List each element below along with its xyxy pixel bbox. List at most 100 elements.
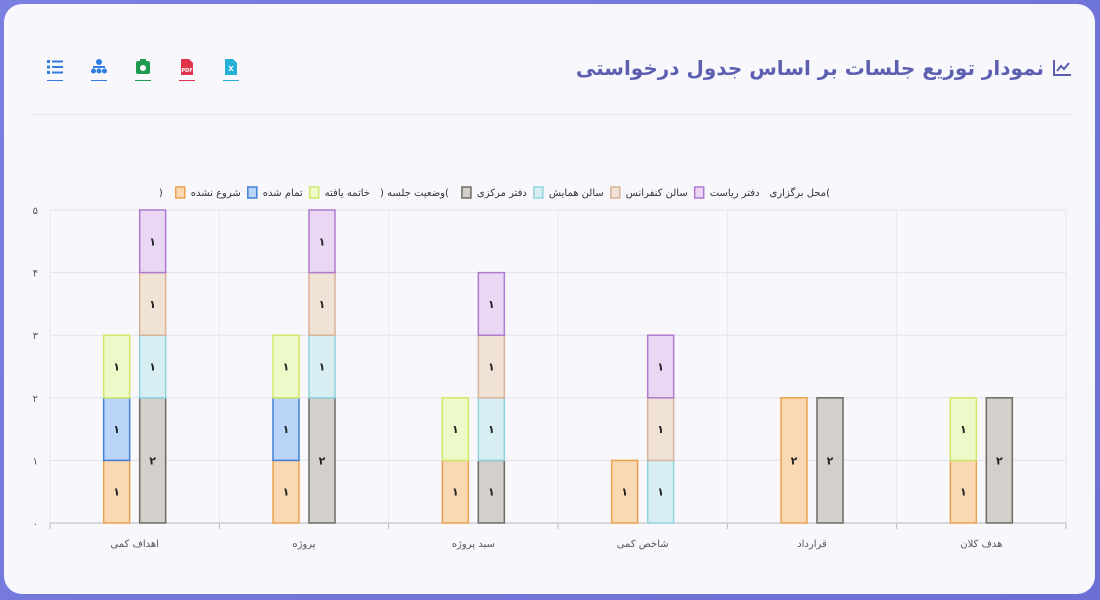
bar-value-label: ۱ (149, 361, 156, 374)
legend-group-label: ) (159, 188, 163, 199)
y-tick-label: ۳ (33, 331, 39, 342)
bar-value-label: ۱ (283, 423, 290, 436)
bar-segment (308, 209, 336, 274)
bar-value-label: ۱ (488, 298, 495, 311)
x-tick-label: شاخص کمی (617, 539, 669, 550)
bar-segment (272, 397, 300, 462)
list-view-button[interactable] (44, 58, 66, 84)
bar-value-label: ۱ (113, 361, 120, 374)
bar-value-label: ۱ (488, 486, 495, 499)
bar-segment (138, 334, 167, 399)
legend-label: دفتر مرکزی (477, 188, 527, 199)
legend-label: سالن همایش (549, 188, 604, 199)
x-tick-label: سبد پروژه (452, 539, 495, 550)
legend-swatch (533, 186, 544, 199)
bar-value-label: ۲ (791, 454, 798, 467)
image-icon (136, 59, 150, 74)
bar-value-label: ۱ (283, 361, 290, 374)
bar-value-label: ۱ (960, 486, 967, 499)
bar-segment (646, 334, 675, 399)
chart-header: PDF X نمودار توزیع جلسات بر اساس جدول در… (32, 54, 1072, 94)
org-chart-icon (91, 59, 107, 74)
legend-swatch (247, 186, 258, 199)
y-tick-label: ۵ (33, 206, 38, 217)
line-chart-icon (1053, 60, 1071, 76)
bar-segment (477, 334, 506, 399)
y-tick-label: ۰ (33, 519, 38, 530)
bar-segment (477, 271, 506, 336)
bar-value-label: ۱ (149, 298, 156, 311)
bar-value-label: ۲ (149, 454, 156, 467)
bar-value-label: ۱ (488, 423, 495, 436)
bar-segment (985, 397, 1014, 524)
legend-group-label: ) وضعیت جلسه( (380, 188, 449, 199)
image-export-button[interactable] (132, 58, 154, 84)
bar-segment (272, 459, 300, 524)
bar-segment (646, 459, 675, 524)
chart-card: PDF X نمودار توزیع جلسات بر اساس جدول در… (4, 4, 1095, 594)
bar-segment (610, 459, 639, 524)
header-divider (32, 114, 1072, 115)
x-tick-label: قرارداد (797, 539, 827, 550)
pdf-icon: PDF (181, 59, 193, 75)
export-toolbar: PDF X (44, 58, 242, 84)
chart-title-text: نمودار توزیع جلسات بر اساس جدول درخواستی (575, 56, 1044, 80)
bar-value-label: ۱ (113, 486, 120, 499)
bar-segment (138, 397, 167, 524)
x-tick-label: اهداف کمی (110, 539, 159, 550)
bar-segment (308, 271, 336, 336)
bar-value-label: ۱ (283, 486, 290, 499)
x-tick-label: پروژه (292, 539, 315, 550)
bar-value-label: ۱ (149, 235, 156, 248)
bar-value-label: ۱ (319, 361, 326, 374)
bar-value-label: ۱ (621, 486, 628, 499)
bar-value-label: ۲ (827, 454, 834, 467)
bar-segment (138, 209, 167, 274)
legend-swatch (174, 186, 186, 199)
bar-value-label: ۱ (488, 361, 495, 374)
bar-value-label: ۱ (319, 298, 326, 311)
bar-segment (441, 459, 470, 524)
bar-value-label: ۱ (452, 486, 459, 499)
bar-segment (441, 397, 470, 462)
legend-label: تمام شده (263, 188, 303, 199)
bar-value-label: ۱ (960, 423, 967, 436)
legend-label: شروع نشده (191, 188, 241, 199)
bar-segment (780, 397, 808, 524)
list-icon (47, 60, 63, 74)
bar-value-label: ۲ (319, 454, 326, 467)
bar-value-label: ۲ (996, 454, 1003, 467)
legend-swatch (461, 186, 472, 199)
svg-text:X: X (228, 65, 234, 73)
bar-value-label: ۱ (657, 486, 664, 499)
bar-segment (102, 334, 131, 399)
stacked-bar-chart: ۰ ۱ ۲ ۳ ۴ ۵ اهداف کمی ۲ ۱ ۱ ۱ ۱ ۱ ۱ پروژه ۲ ۱ ۱ ۱ ۱ ۱ ۱ سبد پر… (33, 186, 1067, 550)
bar-value-label: ۱ (113, 423, 120, 436)
x-tick-label: هدف کلان (960, 539, 1002, 550)
bar-value-label: ۱ (452, 423, 459, 436)
org-chart-button[interactable] (88, 58, 110, 84)
bar-segment (949, 397, 978, 462)
bar-segment (272, 334, 300, 399)
pdf-export-button[interactable]: PDF (176, 58, 198, 84)
legend-group-label: محل برگزاری( (770, 187, 831, 199)
legend-label: خاتمه یافته (325, 188, 370, 199)
y-tick-label: ۱ (33, 456, 38, 467)
excel-icon: X (225, 59, 237, 75)
bar-value-label: ۱ (319, 235, 326, 248)
legend-label: دفتر ریاست (710, 188, 760, 199)
legend-swatch (610, 186, 621, 199)
bar-segment (102, 397, 131, 462)
y-tick-label: ۲ (33, 394, 38, 405)
legend-swatch (693, 186, 705, 199)
bar-value-label: ۱ (657, 423, 664, 436)
svg-text:PDF: PDF (181, 68, 192, 74)
chart-title: نمودار توزیع جلسات بر اساس جدول درخواستی (576, 56, 1072, 80)
bar-segment (816, 397, 844, 524)
bar-segment (308, 334, 336, 399)
legend-label: سالن کنفرانس (626, 188, 688, 199)
y-tick-label: ۴ (33, 269, 38, 280)
excel-export-button[interactable]: X (220, 58, 242, 84)
bar-value-label: ۱ (657, 361, 664, 374)
legend-swatch (308, 186, 320, 199)
